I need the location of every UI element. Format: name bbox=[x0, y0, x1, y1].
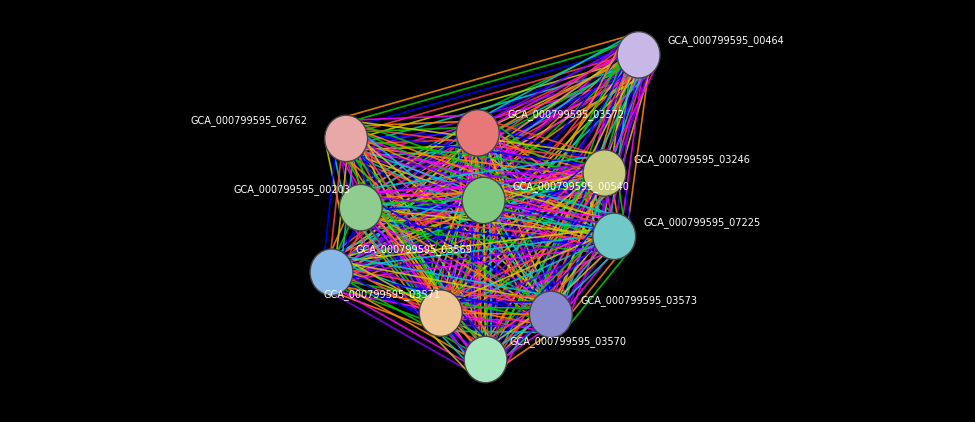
Ellipse shape bbox=[617, 32, 660, 78]
Ellipse shape bbox=[419, 290, 462, 336]
Text: GCA_000799595_03573: GCA_000799595_03573 bbox=[580, 295, 697, 306]
Ellipse shape bbox=[583, 150, 626, 196]
Text: GCA_000799595_03569: GCA_000799595_03569 bbox=[356, 244, 473, 255]
Text: GCA_000799595_06762: GCA_000799595_06762 bbox=[190, 115, 307, 126]
Text: GCA_000799595_00540: GCA_000799595_00540 bbox=[513, 181, 630, 192]
Ellipse shape bbox=[456, 110, 499, 156]
Ellipse shape bbox=[593, 213, 636, 260]
Ellipse shape bbox=[339, 184, 382, 231]
Text: GCA_000799595_03570: GCA_000799595_03570 bbox=[510, 336, 627, 347]
Ellipse shape bbox=[529, 291, 572, 338]
Text: GCA_000799595_00203: GCA_000799595_00203 bbox=[234, 184, 351, 195]
Ellipse shape bbox=[462, 177, 505, 224]
Ellipse shape bbox=[310, 249, 353, 295]
Text: GCA_000799595_03571: GCA_000799595_03571 bbox=[324, 289, 441, 300]
Text: GCA_000799595_00464: GCA_000799595_00464 bbox=[668, 35, 785, 46]
Text: GCA_000799595_03572: GCA_000799595_03572 bbox=[507, 109, 624, 120]
Text: GCA_000799595_07225: GCA_000799595_07225 bbox=[644, 217, 760, 228]
Ellipse shape bbox=[464, 336, 507, 383]
Text: GCA_000799595_03246: GCA_000799595_03246 bbox=[634, 154, 751, 165]
Ellipse shape bbox=[325, 115, 368, 162]
